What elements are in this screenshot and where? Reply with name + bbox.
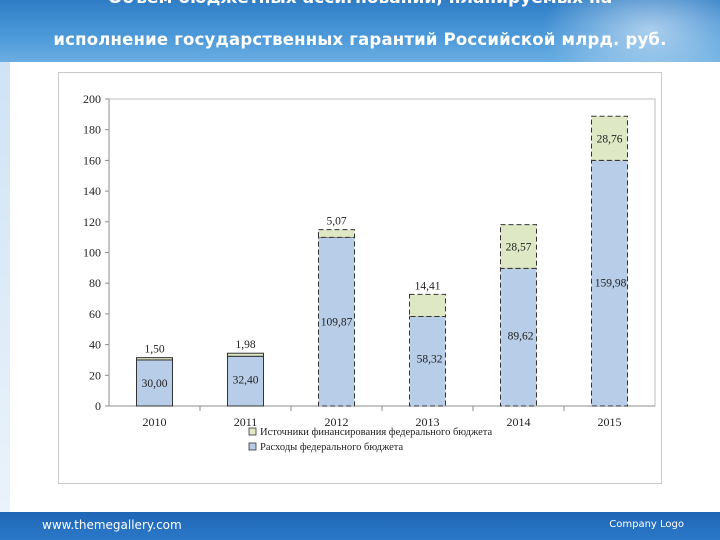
x-tick-label: 2011 [234, 415, 258, 429]
x-tick-label: 2014 [507, 415, 531, 429]
data-label-budget-expenses: 58,32 [417, 353, 443, 365]
left-decoration-strip [0, 62, 10, 512]
bar-segment-budget-expenses [591, 159, 628, 407]
bar-segment-financing-sources [409, 293, 446, 317]
footer-company-logo: Company Logo [609, 519, 684, 530]
header-shine-decoration [540, 0, 720, 62]
y-tick-label: 200 [83, 92, 101, 106]
slide-footer: www.themegallery.com Company Logo [0, 512, 720, 540]
y-tick-label: 20 [89, 368, 101, 382]
stacked-bar-chart: 0 20 40 60 80 100 120 140 160 180 200 2010 30,00 1,50… [83, 92, 656, 453]
bar-segment-budget-expenses [227, 355, 264, 407]
y-tick-label: 180 [83, 123, 101, 137]
legend-swatch [248, 427, 257, 436]
bar-segment-budget-expenses [136, 359, 173, 407]
legend-entry-label: Расходы федерального бюджета [260, 442, 403, 453]
bar-segment-financing-sources [318, 229, 355, 238]
chart-frame: 0 20 40 60 80 100 120 140 160 180 200 2010 30,00 1,50… [58, 72, 662, 484]
y-tick-label: 40 [89, 338, 101, 352]
data-label-financing-sources: 5,07 [326, 216, 346, 228]
y-tick-label: 120 [83, 215, 101, 229]
y-tick-label: 100 [83, 246, 101, 260]
y-tick-label: 140 [83, 184, 101, 198]
data-label-financing-sources: 1,98 [235, 339, 255, 351]
y-tick-label: 160 [83, 153, 101, 167]
bar-segment-financing-sources [500, 224, 537, 269]
slide-title-line-2: исполнение государственных гарантий Росс… [53, 30, 667, 49]
data-label-financing-sources: 1,50 [144, 344, 164, 356]
footer-url[interactable]: www.themegallery.com [42, 518, 182, 532]
y-tick-label: 60 [89, 307, 101, 321]
legend-entry-label: Источники финансирования федерального бю… [260, 427, 492, 438]
bar-segment-financing-sources [136, 357, 173, 361]
legend-swatch [248, 442, 257, 451]
data-label-financing-sources: 28,57 [506, 242, 532, 254]
x-tick-label: 2015 [598, 415, 622, 429]
plot-area-border [108, 98, 656, 407]
data-label-budget-expenses: 89,62 [508, 330, 534, 342]
data-label-budget-expenses: 30,00 [142, 378, 168, 390]
x-tick-label: 2010 [143, 415, 167, 429]
bar-segment-financing-sources [227, 352, 264, 357]
slide-title-line-1: Объем бюджетных ассигнований, планируемы… [0, 0, 720, 8]
data-label-budget-expenses: 32,40 [233, 374, 259, 386]
data-label-financing-sources: 28,76 [597, 133, 623, 145]
x-tick-label: 2013 [416, 415, 440, 429]
data-label-financing-sources: 14,41 [415, 280, 441, 292]
bar-segment-budget-expenses [409, 315, 446, 407]
data-label-budget-expenses: 109,87 [321, 316, 353, 328]
x-tick-label: 2012 [325, 415, 349, 429]
y-tick-label: 80 [89, 276, 101, 290]
bar-segment-financing-sources [591, 115, 628, 161]
bar-segment-budget-expenses [318, 236, 355, 407]
slide-header: Объем бюджетных ассигнований, планируемы… [0, 0, 720, 62]
y-tick-label: 0 [95, 399, 101, 413]
data-label-budget-expenses: 159,98 [595, 277, 627, 289]
